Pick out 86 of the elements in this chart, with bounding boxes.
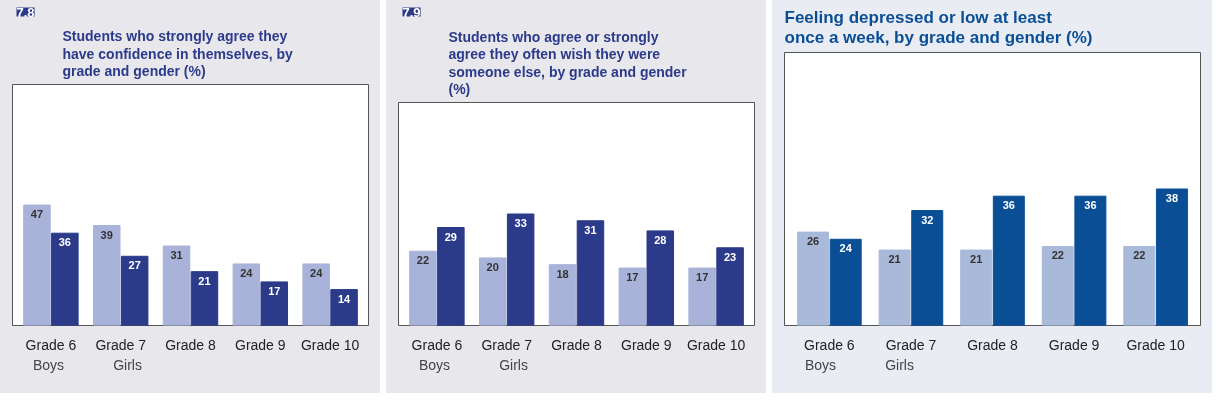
bar <box>23 204 51 326</box>
data-label: 22 <box>1051 249 1064 262</box>
data-label: 39 <box>100 228 113 241</box>
x-tick-label: Grade 9 <box>235 336 286 353</box>
chart-title: Feeling depressed or low at least once a week, by grade and gender (%) <box>784 7 1093 48</box>
data-label: 21 <box>198 274 211 287</box>
data-label: 24 <box>310 266 324 279</box>
x-tick-label: Grade 10 <box>686 336 746 353</box>
data-label: 28 <box>654 233 667 246</box>
bar <box>1074 195 1107 326</box>
data-label: 17 <box>268 284 281 297</box>
bar <box>232 263 261 326</box>
bar <box>437 227 465 326</box>
bar <box>120 255 149 326</box>
x-tick-label: Grade 9 <box>1048 336 1100 353</box>
data-label: 20 <box>486 260 499 273</box>
data-label: 17 <box>626 271 639 284</box>
data-label: 29 <box>444 230 457 243</box>
bar <box>302 263 330 326</box>
bar <box>878 249 911 326</box>
x-tick-label: Grade 8 <box>967 336 1019 353</box>
data-label: 23 <box>723 250 737 263</box>
bar <box>506 213 535 326</box>
text: Boys <box>33 357 65 373</box>
x-tick-label: Grade 9 <box>621 336 672 353</box>
chart-title: Students who agree or strongly agree they often wish they were someone else, by grade and gender (%) <box>448 28 688 98</box>
data-label: 33 <box>514 217 527 229</box>
bar <box>688 267 716 326</box>
x-tick-label: Grade 6 <box>804 336 855 353</box>
bar <box>162 245 191 326</box>
x-tick-label: Grade 7 <box>885 336 937 353</box>
bar <box>1155 188 1188 326</box>
bar <box>992 195 1025 326</box>
text: Boys <box>805 357 837 373</box>
data-label: 21 <box>888 253 901 266</box>
bar <box>190 271 219 326</box>
data-label: 22 <box>1133 249 1146 262</box>
x-tick-label: Grade 8 <box>551 336 603 353</box>
data-label: 36 <box>58 236 71 249</box>
bar <box>478 257 507 326</box>
bar <box>618 267 647 326</box>
chart-title: Students who strongly agree they have confidence in themselves, by grade and gender (%) <box>62 28 294 80</box>
data-label: 31 <box>170 249 183 262</box>
bar <box>911 210 944 326</box>
data-label: 36 <box>1084 199 1097 212</box>
bar <box>1123 245 1156 326</box>
text: 7.9 <box>402 4 421 20</box>
data-label: 18 <box>556 267 569 280</box>
bar <box>960 249 993 326</box>
x-tick-label: Grade 10 <box>300 336 360 353</box>
bar <box>92 225 121 326</box>
data-label: 26 <box>806 235 820 248</box>
text: Girls <box>885 357 914 373</box>
data-label: 32 <box>921 213 934 226</box>
text: Boys <box>419 357 451 373</box>
data-label: 24 <box>240 266 254 279</box>
data-label: 27 <box>128 259 141 272</box>
text: 7.8 <box>16 4 35 20</box>
x-tick-label: Grade 7 <box>481 336 533 353</box>
text: Girls <box>499 357 528 373</box>
bar <box>1041 245 1074 326</box>
bar <box>51 232 79 326</box>
data-label: 21 <box>970 253 983 266</box>
bar <box>330 289 358 326</box>
bar <box>716 247 744 326</box>
data-label: 17 <box>696 271 709 284</box>
x-tick-label: Grade 6 <box>25 336 77 353</box>
x-tick-label: Grade 8 <box>165 336 217 353</box>
x-tick-label: Grade 10 <box>1126 336 1186 353</box>
bar <box>260 281 289 326</box>
x-tick-label: Grade 7 <box>95 336 147 353</box>
data-label: 24 <box>839 242 853 255</box>
data-label: 38 <box>1165 192 1179 204</box>
data-label: 47 <box>30 208 44 220</box>
data-label: 31 <box>584 223 597 236</box>
data-label: 36 <box>1002 199 1015 212</box>
bar <box>797 231 830 326</box>
bar <box>829 238 862 326</box>
bar <box>576 220 605 326</box>
text: Girls <box>113 357 142 373</box>
x-tick-label: Grade 6 <box>411 336 463 353</box>
bar <box>409 250 437 326</box>
data-label: 14 <box>337 292 352 305</box>
bar <box>548 264 577 326</box>
data-label: 22 <box>416 254 430 267</box>
bar <box>646 230 675 326</box>
